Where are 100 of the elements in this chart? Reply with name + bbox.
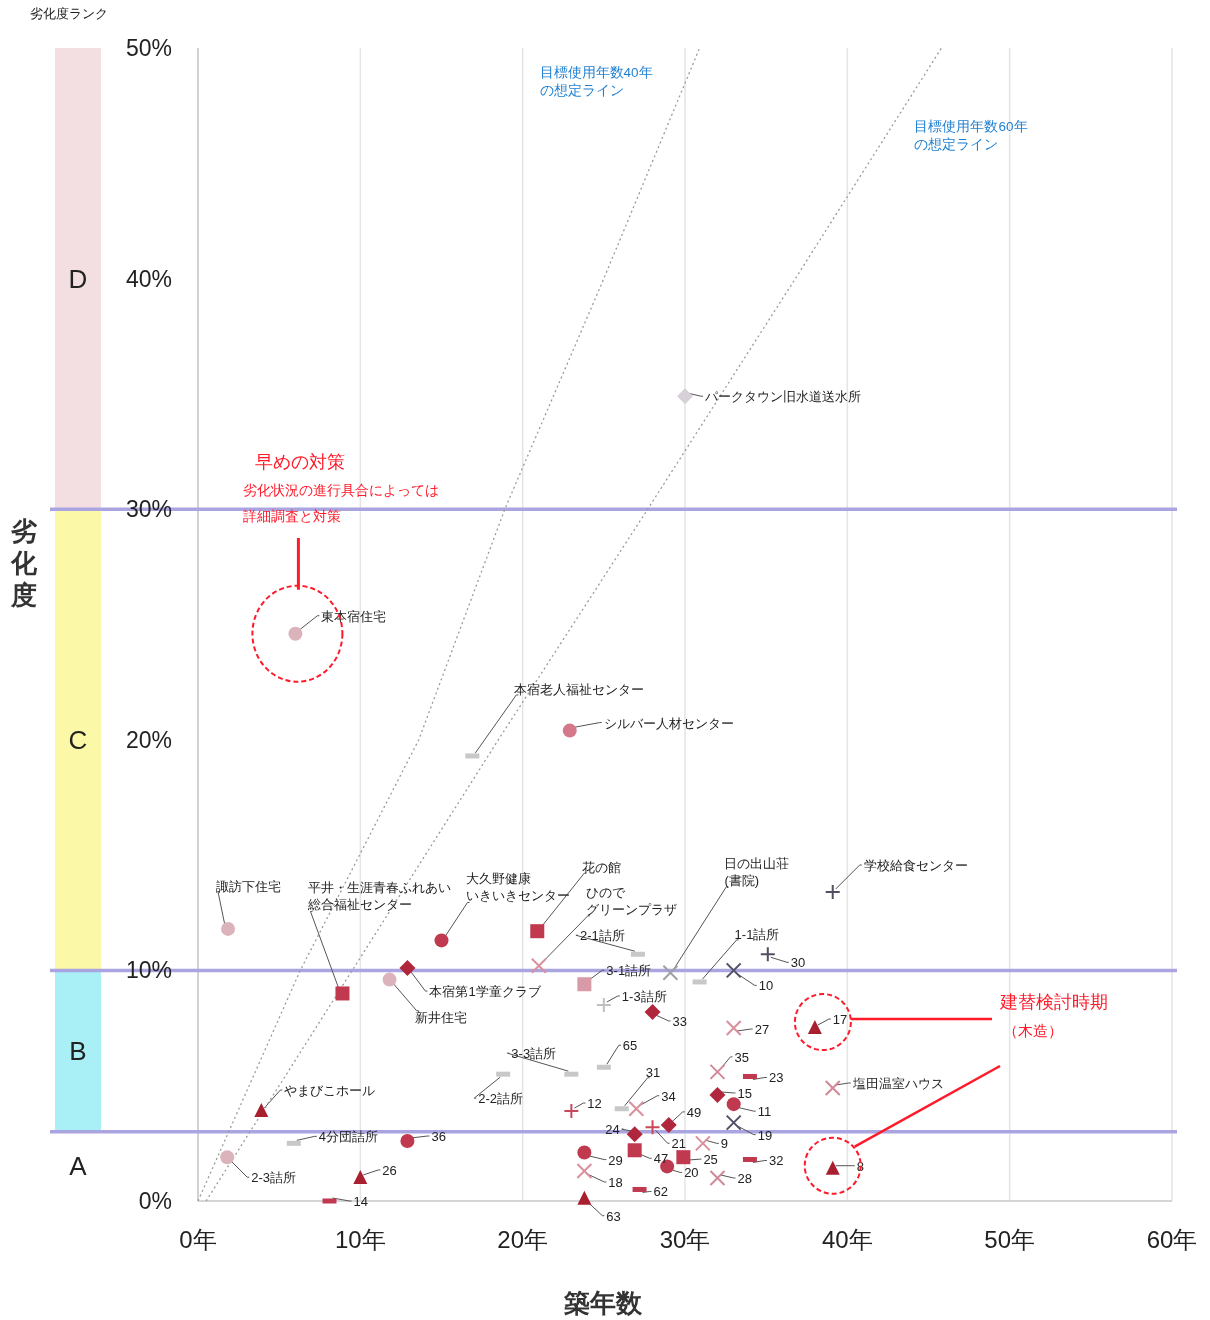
annotation: 日の出山荘(書院) — [724, 855, 790, 888]
annotation: 2-3詰所 — [251, 1170, 297, 1186]
point — [576, 1163, 593, 1180]
annotation: 30 — [790, 955, 806, 971]
annotation: 1-1詰所 — [734, 926, 780, 942]
y-tick-label: 20% — [125, 726, 172, 753]
annotation: 21 — [671, 1136, 686, 1152]
x-tick-label: 50年 — [984, 1226, 1036, 1253]
annotation: 新井住宅 — [414, 1009, 467, 1025]
x-tick-label: 40年 — [821, 1226, 873, 1253]
point — [660, 1116, 677, 1133]
point — [577, 1190, 592, 1205]
annotation: 62 — [653, 1184, 669, 1200]
x-tick-label: 10年 — [334, 1226, 386, 1253]
annotation: 3-1詰所 — [606, 963, 652, 979]
annotation: 25 — [703, 1152, 718, 1168]
point — [759, 946, 776, 963]
point — [824, 1080, 841, 1097]
point — [530, 924, 545, 939]
point — [644, 1003, 661, 1020]
y-tick-label: 50% — [125, 35, 172, 61]
text: A — [69, 1151, 88, 1182]
point — [626, 1126, 643, 1143]
annotation: 12 — [587, 1096, 602, 1112]
series-label: 目標使用年数40年の想定ライン — [539, 65, 653, 98]
point — [694, 1135, 711, 1152]
point — [530, 957, 547, 974]
point — [807, 1020, 822, 1035]
point — [400, 1134, 415, 1149]
annotation: 33 — [672, 1013, 687, 1029]
annotation: やまびこホール — [284, 1083, 376, 1099]
point — [577, 1145, 592, 1160]
x-tick-label: 20年 — [497, 1226, 549, 1253]
point — [726, 1097, 741, 1112]
annotation: 早めの対策 — [255, 452, 345, 472]
text: B — [69, 1036, 87, 1067]
annotation: 65 — [622, 1038, 638, 1054]
annotation: 諏訪下住宅 — [216, 878, 282, 894]
point — [709, 1086, 726, 1103]
annotation: 4分団詰所 — [318, 1129, 379, 1145]
annotation: 本宿老人福祉センター — [514, 681, 645, 697]
annotation: 15 — [737, 1085, 752, 1101]
text: 劣化度ランク — [30, 6, 108, 21]
annotation: 26 — [382, 1162, 397, 1178]
point — [725, 1020, 742, 1037]
annotation: パークタウン旧水道送水所 — [704, 389, 861, 405]
annotation: 3-3詰所 — [511, 1046, 557, 1062]
text: D — [68, 263, 88, 294]
annotation: 34 — [661, 1088, 676, 1104]
annotation: 平井・生涯青春ふれあい総合福祉センター — [307, 880, 452, 913]
x-axis-title: 築年数 — [563, 1288, 643, 1318]
point — [725, 962, 742, 979]
x-tick-label: 30年 — [659, 1226, 711, 1253]
point — [562, 723, 577, 738]
annotation: （木造） — [1003, 1022, 1063, 1039]
annotation: 14 — [353, 1194, 368, 1209]
annotation: 1-3詰所 — [621, 988, 667, 1004]
point — [627, 1143, 642, 1158]
annotation: 31 — [645, 1064, 661, 1080]
point — [382, 972, 397, 987]
point — [335, 986, 350, 1001]
x-tick-label: 60年 — [1146, 1226, 1198, 1253]
annotation: 32 — [768, 1153, 784, 1169]
point — [662, 964, 679, 981]
point — [353, 1169, 368, 1184]
point — [220, 1150, 235, 1165]
annotation: ひのでグリーンプラザ — [585, 884, 677, 917]
point — [677, 388, 693, 405]
y-tick-label: 10% — [125, 957, 172, 984]
annotation: 18 — [608, 1175, 623, 1191]
annotation: 36 — [431, 1129, 446, 1145]
annotation: 23 — [768, 1070, 784, 1086]
point — [399, 960, 416, 977]
point — [434, 933, 449, 948]
series-label: 目標使用年数60年の想定ライン — [914, 119, 1028, 152]
y-tick-label: 40% — [125, 265, 172, 292]
y-tick-label: 30% — [125, 496, 172, 523]
annotation: 花の館 — [582, 860, 622, 876]
annotation: 24 — [605, 1122, 620, 1138]
point — [288, 626, 303, 641]
point — [254, 1103, 269, 1118]
annotation: 17 — [832, 1012, 848, 1028]
point — [725, 1114, 742, 1131]
annotation: 10 — [758, 978, 774, 994]
annotation: 29 — [608, 1152, 623, 1168]
point — [709, 1063, 726, 1080]
annotation: 2-1詰所 — [579, 928, 625, 944]
point — [595, 996, 612, 1013]
annotation: 塩田温室ハウス — [851, 1076, 944, 1092]
text: C — [68, 724, 88, 755]
point — [628, 1100, 645, 1117]
point — [644, 1119, 661, 1136]
point — [824, 884, 841, 900]
annotation: 19 — [757, 1127, 773, 1143]
x-tick-label: 0年 — [179, 1226, 217, 1253]
y-tick-label: 0% — [138, 1188, 172, 1214]
annotation: シルバー人材センター — [603, 715, 734, 731]
y-axis-title: 劣化度 — [10, 516, 38, 610]
annotation: 2-2詰所 — [478, 1091, 523, 1107]
annotation: 49 — [686, 1104, 702, 1120]
